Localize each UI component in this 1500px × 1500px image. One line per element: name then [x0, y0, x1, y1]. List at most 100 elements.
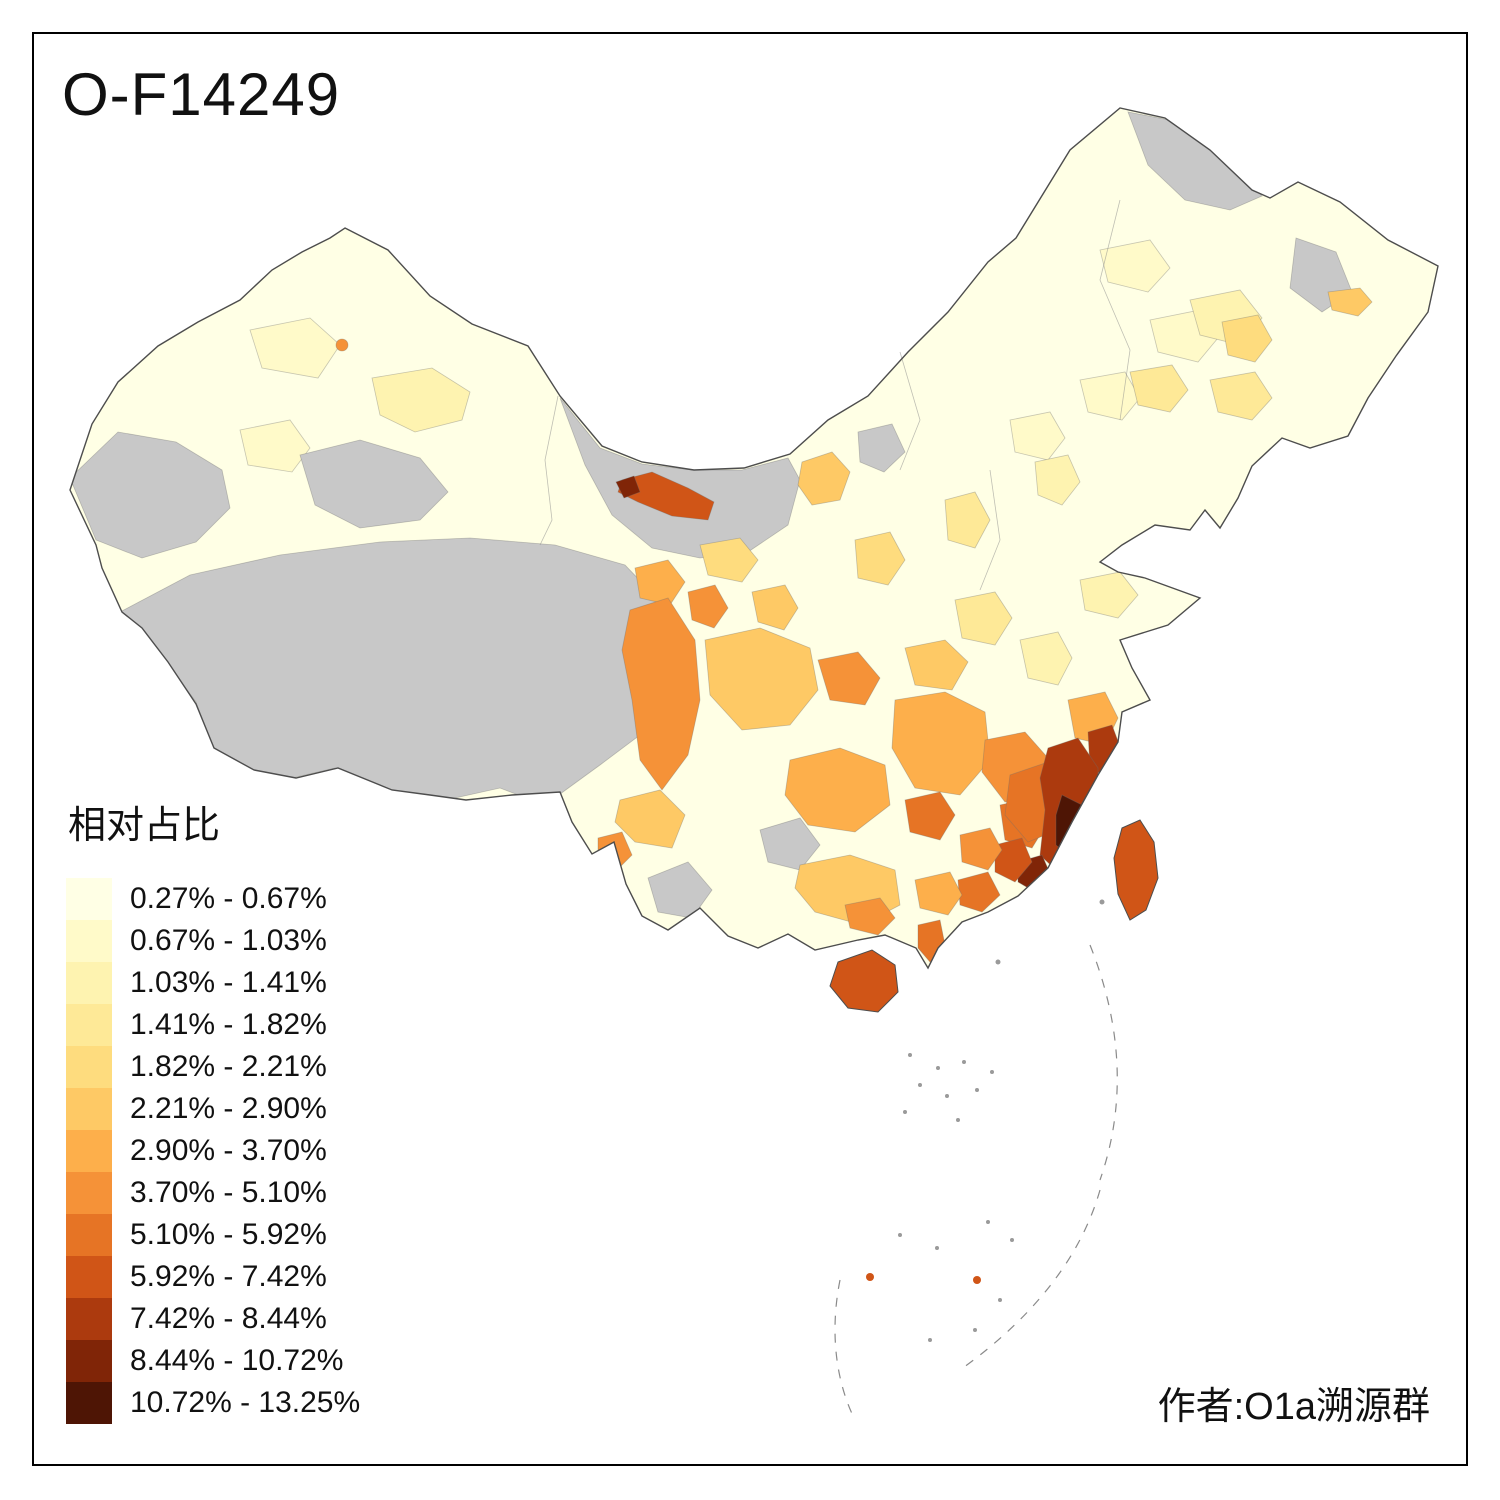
province-border-line	[899, 351, 921, 471]
prefecture-region	[1129, 364, 1189, 413]
legend-item: 2.90% - 3.70%	[66, 1130, 360, 1172]
legend-swatch	[66, 1004, 112, 1046]
legend-title: 相对占比	[68, 805, 221, 847]
prefecture-region	[1327, 287, 1373, 317]
legend-swatch	[66, 1088, 112, 1130]
prefecture-region	[797, 451, 851, 506]
prefecture-region	[621, 597, 701, 791]
south-china-sea-island-highlight	[866, 1273, 874, 1281]
prefecture-region	[904, 639, 969, 691]
prefecture-region	[1009, 411, 1066, 461]
no-data-region	[299, 439, 449, 529]
hainan-island	[829, 949, 899, 1013]
prefecture-region	[335, 338, 349, 352]
legend-item: 10.72% - 13.25%	[66, 1382, 360, 1424]
prefecture-region	[371, 367, 471, 433]
maritime-boundary-dash	[1089, 944, 1118, 1181]
prefecture-region	[614, 789, 686, 849]
prefecture-region	[1019, 631, 1073, 686]
legend-item: 0.27% - 0.67%	[66, 878, 360, 920]
legend-label: 10.72% - 13.25%	[130, 1386, 361, 1419]
legend-item: 2.21% - 2.90%	[66, 1088, 360, 1130]
figure-title: O-F14249	[62, 61, 341, 128]
prefecture-region	[704, 627, 819, 731]
legend-label: 7.42% - 8.44%	[130, 1302, 327, 1335]
prefecture-region	[687, 584, 729, 629]
no-data-region-west-xinjiang	[70, 431, 231, 559]
no-data-region	[857, 423, 906, 473]
legend-swatch	[66, 1130, 112, 1172]
prefecture-region	[891, 691, 991, 796]
legend-swatch	[66, 1256, 112, 1298]
legend-item: 1.82% - 2.21%	[66, 1046, 360, 1088]
legend-swatch	[66, 1298, 112, 1340]
prefecture-region	[615, 475, 641, 499]
legend-swatch	[66, 1340, 112, 1382]
prefecture-region	[957, 871, 1001, 913]
legend-swatch	[66, 1046, 112, 1088]
legend-swatch	[66, 920, 112, 962]
legend-item: 3.70% - 5.10%	[66, 1172, 360, 1214]
prefecture-region	[994, 837, 1033, 883]
province-border-line	[1099, 199, 1131, 421]
prefecture-region	[1034, 454, 1081, 506]
legend-swatch	[66, 1214, 112, 1256]
prefecture-region	[854, 531, 906, 586]
province-border-line	[539, 395, 559, 546]
prefecture-region	[954, 591, 1013, 646]
author-credit: 作者:O1a溯源群	[1157, 1386, 1430, 1428]
legend-swatch	[66, 878, 112, 920]
prefecture-region	[1209, 371, 1273, 421]
prefecture-region	[751, 584, 799, 631]
prefecture-region	[844, 897, 896, 936]
south-china-sea-islands	[898, 899, 1105, 1342]
prefecture-region	[817, 651, 881, 706]
maritime-boundary-dash	[834, 1279, 856, 1421]
legend-label: 0.67% - 1.03%	[130, 924, 327, 957]
legend-label: 8.44% - 10.72%	[130, 1344, 344, 1377]
legend-label: 1.41% - 1.82%	[130, 1008, 327, 1041]
taiwan-island	[1113, 819, 1159, 921]
no-data-region-alxa	[559, 397, 801, 559]
legend-label: 1.03% - 1.41%	[130, 966, 327, 999]
legend-swatch	[66, 962, 112, 1004]
no-data-region	[647, 861, 713, 919]
south-china-sea-island-highlight	[973, 1276, 981, 1284]
legend-label: 5.10% - 5.92%	[130, 1218, 327, 1251]
legend-label: 1.82% - 2.21%	[130, 1050, 327, 1083]
legend-swatch	[66, 1382, 112, 1424]
legend-label: 2.21% - 2.90%	[130, 1092, 327, 1125]
prefecture-region	[959, 827, 1003, 871]
prefecture-region	[944, 491, 991, 549]
prefecture-region	[1079, 571, 1139, 619]
province-border-line	[979, 469, 1001, 591]
prefecture-region	[904, 791, 956, 841]
legend-item: 1.41% - 1.82%	[66, 1004, 360, 1046]
no-data-region	[759, 817, 821, 871]
legend-rows: 0.27% - 0.67% 0.67% - 1.03% 1.03% - 1.41…	[66, 878, 360, 1424]
prefecture-region	[1099, 239, 1171, 293]
prefecture-region	[239, 419, 311, 473]
national-border	[69, 107, 1439, 970]
legend-item: 5.92% - 7.42%	[66, 1256, 360, 1298]
prefecture-region	[1221, 314, 1273, 363]
maritime-boundary-dash	[959, 1189, 1101, 1371]
prefecture-region	[914, 871, 963, 916]
legend-label: 5.92% - 7.42%	[130, 1260, 327, 1293]
legend-label: 2.90% - 3.70%	[130, 1134, 327, 1167]
prefecture-region	[249, 317, 341, 379]
legend-label: 0.27% - 0.67%	[130, 882, 327, 915]
prefecture-region	[784, 747, 891, 833]
legend-item: 7.42% - 8.44%	[66, 1298, 360, 1340]
legend-swatch	[66, 1172, 112, 1214]
legend: 相对占比 0.27% - 0.67% 0.67% - 1.03% 1.03% -…	[66, 806, 360, 1424]
prefecture-region	[634, 559, 686, 606]
legend-item: 5.10% - 5.92%	[66, 1214, 360, 1256]
legend-label: 3.70% - 5.10%	[130, 1176, 327, 1209]
legend-item: 1.03% - 1.41%	[66, 962, 360, 1004]
legend-item: 0.67% - 1.03%	[66, 920, 360, 962]
legend-item: 8.44% - 10.72%	[66, 1340, 360, 1382]
prefecture-region	[699, 537, 759, 583]
